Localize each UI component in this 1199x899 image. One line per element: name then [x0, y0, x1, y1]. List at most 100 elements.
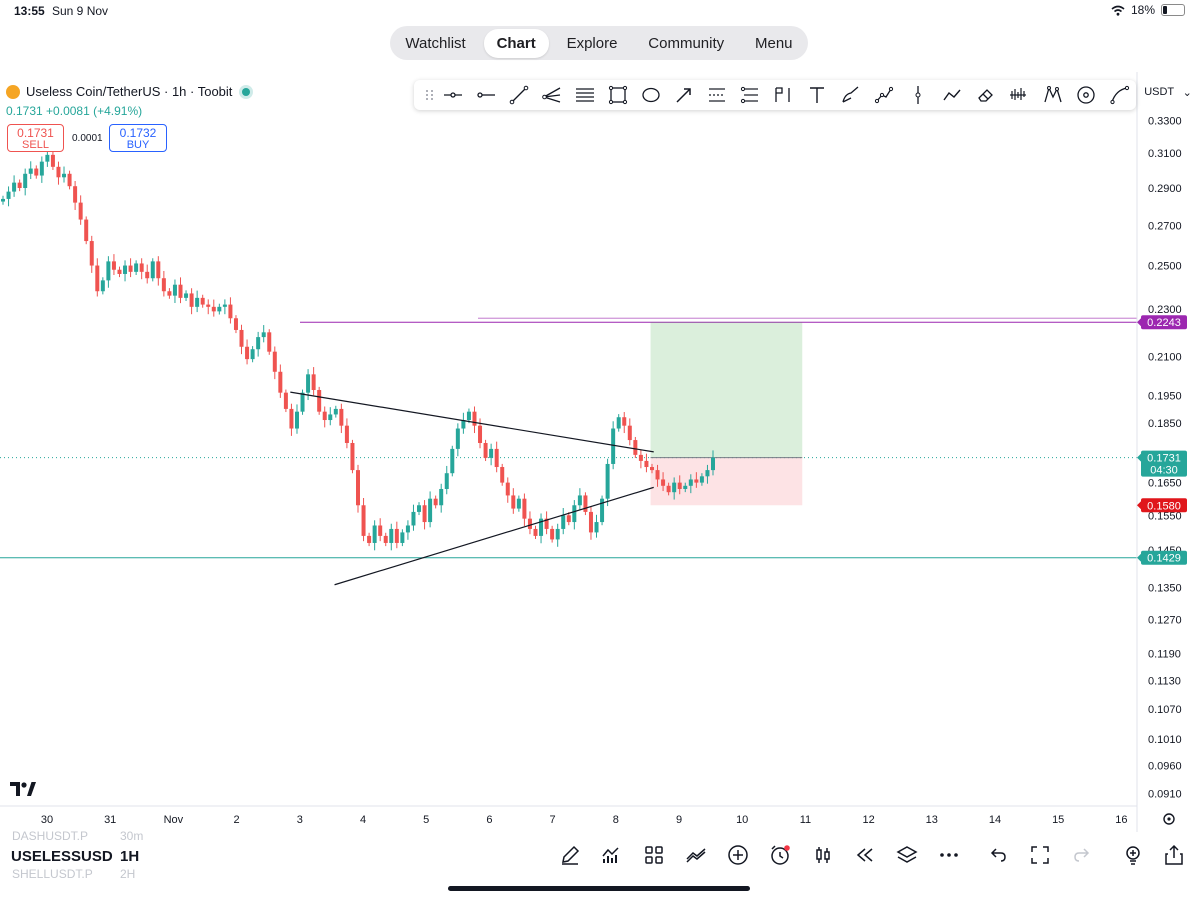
sell-label: SELL	[22, 139, 49, 151]
candle-body	[644, 460, 649, 468]
long-position-tool[interactable]	[650, 322, 803, 506]
tab-menu[interactable]: Menu	[754, 34, 793, 52]
candle-body	[361, 505, 366, 536]
fib-extension-icon[interactable]	[740, 85, 760, 105]
time-tick-label: 9	[676, 814, 682, 826]
drag-handle-icon[interactable]	[420, 85, 440, 105]
candle-body	[150, 261, 155, 279]
undo-icon[interactable]	[987, 844, 1009, 866]
price-tick-label: 0.1850	[1148, 418, 1182, 430]
redo-icon[interactable]	[1071, 844, 1093, 866]
candle-body	[483, 442, 488, 458]
price-tick-label: 0.1190	[1148, 648, 1181, 660]
eraser-icon[interactable]	[976, 85, 996, 105]
more-icon[interactable]	[938, 844, 960, 866]
path-icon[interactable]	[874, 85, 894, 105]
chart-legend: Useless Coin/TetherUS · 1h · Toobit 0.17…	[6, 84, 251, 118]
fib-retracement-icon[interactable]	[707, 85, 727, 105]
indicators-icon[interactable]	[600, 844, 622, 866]
home-indicator[interactable]	[448, 886, 750, 891]
ellipse-icon[interactable]	[641, 85, 661, 105]
currency-selector[interactable]: USDT ⌄	[1140, 82, 1196, 102]
vertical-line-icon[interactable]	[908, 85, 928, 105]
trend-lines[interactable]	[290, 391, 654, 586]
candle-body	[422, 505, 427, 523]
trend-line-icon[interactable]	[509, 85, 529, 105]
horizontal-ray-icon[interactable]	[443, 85, 463, 105]
candle-body	[145, 271, 150, 279]
idea-icon[interactable]	[1122, 844, 1144, 866]
measure-icon[interactable]	[773, 85, 793, 105]
xabcd-pattern-icon[interactable]	[1043, 85, 1063, 105]
settings-gear-icon[interactable]	[1163, 813, 1175, 825]
symbol-title[interactable]: Useless Coin/TetherUS · 1h · Toobit	[26, 84, 233, 99]
recent-symbol[interactable]: DASHUSDT.P	[12, 829, 89, 843]
candle-body	[228, 304, 233, 319]
price-axis[interactable]: 0.3300 0.3100 0.2900 0.2700 0.2500 0.2300 0.21…	[1148, 116, 1182, 801]
rectangle-icon[interactable]	[608, 85, 628, 105]
candle-body	[439, 488, 444, 506]
price-tick-label: 0.2100	[1148, 352, 1182, 364]
symbol-selector[interactable]: USELESSUSD	[11, 848, 113, 865]
curve-icon[interactable]	[1110, 85, 1130, 105]
candle-body	[39, 161, 44, 176]
candle-body	[339, 408, 344, 426]
templates-icon[interactable]	[643, 844, 665, 866]
recent-symbol[interactable]: SHELLUSDT.P	[12, 867, 93, 881]
horizontal-line-icon[interactable]	[476, 85, 496, 105]
candle-body	[117, 269, 122, 274]
stop-price-tag-text: 0.1580	[1147, 500, 1181, 512]
replay-icon[interactable]	[854, 844, 876, 866]
text-icon[interactable]	[807, 85, 827, 105]
tab-explore[interactable]: Explore	[566, 34, 618, 52]
alert-icon[interactable]	[769, 844, 791, 866]
pitchfork-icon[interactable]	[542, 85, 562, 105]
pen-icon[interactable]	[559, 844, 581, 866]
buy-button[interactable]: 0.1732 BUY	[109, 124, 167, 152]
candle-body	[705, 470, 710, 477]
candle-body	[300, 392, 305, 412]
wifi-icon	[1111, 5, 1125, 16]
fullscreen-icon[interactable]	[1029, 844, 1051, 866]
tab-watchlist[interactable]: Watchlist	[405, 34, 466, 52]
time-tick-label: Nov	[164, 814, 184, 826]
candle-body	[123, 265, 128, 274]
battery-percent: 18%	[1130, 3, 1155, 17]
parallel-channel-icon[interactable]	[575, 85, 595, 105]
compare-icon[interactable]	[685, 844, 707, 866]
arrow-icon[interactable]	[674, 85, 694, 105]
candle-body	[417, 505, 422, 512]
time-tick-label: 10	[736, 814, 748, 826]
status-indicators: 18%	[1111, 3, 1185, 17]
tab-chart[interactable]: Chart	[483, 28, 549, 58]
candle-body	[583, 495, 588, 512]
time-tick-label: 15	[1052, 814, 1064, 826]
share-icon[interactable]	[1163, 844, 1185, 866]
timeframe-selector[interactable]: 1H	[120, 848, 140, 865]
candle-body	[17, 182, 22, 189]
candle-body	[461, 420, 466, 429]
projection-icon[interactable]	[1008, 85, 1028, 105]
polyline-icon[interactable]	[942, 85, 962, 105]
target-price-tag-pointer	[1137, 318, 1141, 327]
tab-community[interactable]: Community	[648, 34, 725, 52]
brush-icon[interactable]	[841, 85, 861, 105]
price-chart[interactable]: 0.3300 0.3100 0.2900 0.2700 0.2500 0.2300 0.21…	[0, 72, 1199, 832]
price-tick-label: 0.3300	[1148, 116, 1182, 128]
candle-body	[428, 498, 433, 523]
candle-body	[128, 265, 133, 272]
last-price-tag-pointer	[1137, 453, 1141, 462]
candle-body	[261, 332, 266, 338]
candle-type-icon[interactable]	[812, 844, 834, 866]
candle-body	[588, 511, 593, 533]
add-icon[interactable]	[727, 844, 749, 866]
candle-body	[28, 168, 33, 174]
time-axis[interactable]: 30 31 Nov 2 3 4 5 6 7 8 9 10 11 12 13 14 15 16	[41, 814, 1128, 826]
cycle-icon[interactable]	[1076, 85, 1096, 105]
sell-button[interactable]: 0.1731 SELL	[7, 124, 64, 152]
tradingview-logo-icon[interactable]	[10, 782, 36, 801]
layers-icon[interactable]	[896, 844, 918, 866]
candle-body	[256, 337, 261, 350]
candle-body	[522, 498, 527, 519]
